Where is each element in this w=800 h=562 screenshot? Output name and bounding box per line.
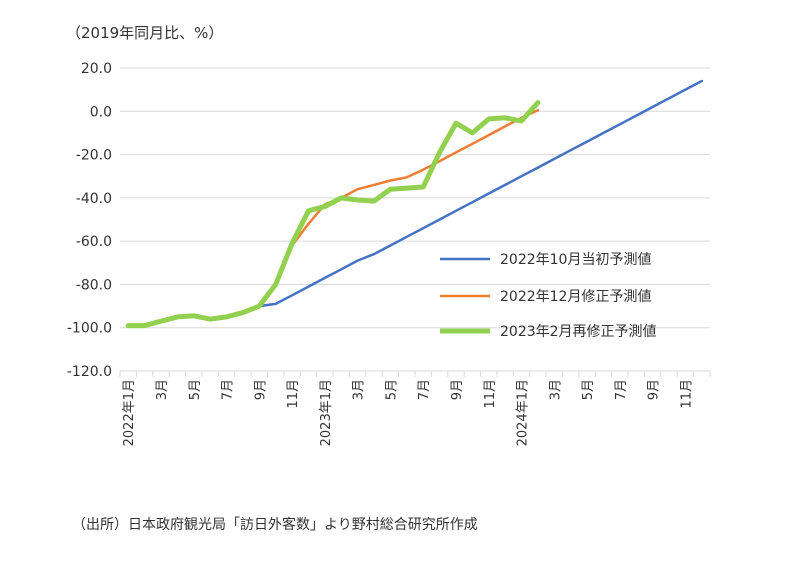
y-tick-label: -100.0: [67, 321, 112, 337]
x-tick-label: 7月: [614, 379, 629, 400]
x-tick-label: 7月: [221, 379, 236, 400]
x-tick-label: 3月: [352, 379, 367, 400]
y-tick-label: -80.0: [76, 277, 112, 293]
x-tick-label: 2023年1月: [319, 379, 334, 446]
x-tick-label: 5月: [188, 379, 203, 400]
y-tick-label: -60.0: [76, 234, 112, 250]
x-tick-label: 3月: [155, 379, 170, 400]
x-tick-label: 11月: [286, 379, 301, 409]
x-tick-label: 9月: [450, 379, 465, 400]
x-tick-label: 7月: [417, 379, 432, 400]
source-note: （出所）日本政府観光局「訪日外客数」より野村総合研究所作成: [72, 517, 478, 533]
x-tick-label: 9月: [253, 379, 268, 400]
legend-label: 2022年12月修正予測値: [500, 289, 651, 305]
x-tick-label: 2022年1月: [122, 379, 137, 446]
x-tick-label: 3月: [548, 379, 563, 400]
x-tick-label: 5月: [384, 379, 399, 400]
y-tick-label: -40.0: [76, 191, 112, 207]
y-tick-label: -120.0: [67, 364, 112, 380]
y-tick-label: 20.0: [81, 61, 112, 77]
x-tick-label: 11月: [679, 379, 694, 409]
y-tick-label: 0.0: [90, 104, 112, 120]
x-tick-label: 5月: [581, 379, 596, 400]
x-tick-label: 11月: [483, 379, 498, 409]
series-line: [126, 108, 540, 327]
x-tick-label: 2024年1月: [516, 379, 531, 446]
series-line: [125, 100, 541, 329]
x-tick-label: 9月: [647, 379, 662, 400]
series-line: [258, 79, 704, 308]
legend-label: 2022年10月当初予測値: [500, 251, 651, 268]
legend-label: 2023年2月再修正予測値: [500, 324, 657, 340]
y-axis-unit-label: （2019年同月比、%）: [66, 24, 224, 42]
y-tick-label: -20.0: [76, 148, 112, 164]
